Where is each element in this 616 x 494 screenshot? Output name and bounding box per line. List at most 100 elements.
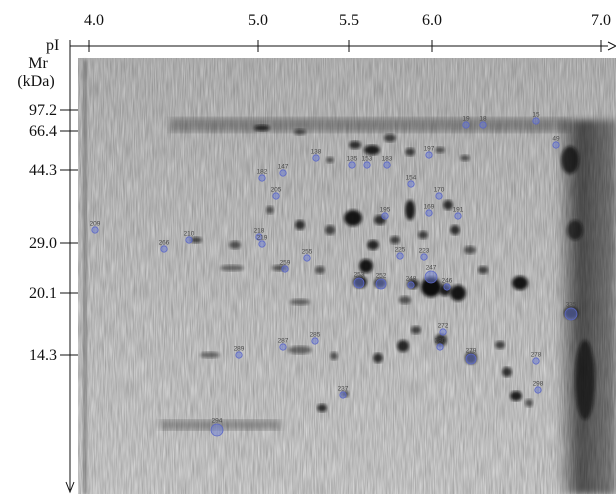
spot-label: 266	[159, 239, 170, 246]
spot-marker	[439, 328, 447, 336]
gel-spot	[512, 276, 528, 290]
spot-label: 218	[254, 227, 265, 234]
gel-spot	[443, 200, 453, 210]
gel-spot	[411, 326, 421, 334]
spot-marker	[160, 245, 168, 253]
gel-spot	[460, 155, 470, 161]
spot-label: 335	[566, 302, 577, 309]
spot-marker	[425, 151, 433, 159]
spot-marker	[272, 192, 280, 200]
spot-label: 169	[424, 203, 435, 210]
y-tick-label: 14.3	[29, 347, 57, 364]
gel-spot	[330, 352, 338, 360]
spot-label: 135	[347, 155, 358, 162]
gel-spot	[290, 299, 310, 305]
y-tick-label: 66.4	[29, 123, 57, 140]
spot-label: 147	[278, 163, 289, 170]
x-tick-label: 4.0	[84, 12, 104, 29]
spot-marker	[462, 121, 470, 129]
gel-edge-band	[556, 120, 616, 494]
gel-spot	[567, 220, 583, 240]
gel-spot	[315, 266, 325, 274]
spot-marker	[353, 277, 365, 289]
spot-marker	[454, 212, 462, 220]
spot-marker	[396, 252, 404, 260]
spot-label: 138	[311, 148, 322, 155]
gel-spot	[190, 237, 202, 243]
mr-axis: Mr (kDa)	[17, 40, 75, 494]
spot-marker	[303, 254, 311, 262]
gel-spot	[421, 277, 441, 297]
gel-spot	[435, 147, 445, 153]
spot-marker	[532, 117, 540, 125]
spot-label: 182	[257, 168, 268, 175]
x-tick-label: 5.0	[248, 12, 268, 29]
spot-label: 298	[533, 380, 544, 387]
gel-spot	[220, 265, 244, 271]
spot-label: 247	[426, 265, 437, 272]
gel-spot	[405, 148, 415, 156]
spot-label: 248	[406, 275, 417, 282]
gel-spot	[349, 141, 361, 149]
spot-marker	[339, 391, 347, 399]
spot-label: 246	[442, 277, 453, 284]
y-tick-label: 97.2	[29, 102, 57, 119]
spot-marker	[435, 192, 443, 200]
spot-marker	[436, 343, 444, 351]
spot-label: 170	[434, 186, 445, 193]
gel-spot	[525, 399, 533, 407]
gel-spot	[502, 367, 512, 377]
spot-label: 285	[310, 331, 321, 338]
spot-marker	[381, 212, 389, 220]
spot-marker	[383, 161, 391, 169]
gel-spot	[418, 231, 428, 239]
spot-marker	[532, 357, 540, 365]
gel-spot	[561, 146, 579, 174]
spot-label: 183	[382, 155, 393, 162]
spot-marker	[255, 233, 263, 241]
gel-spot	[254, 125, 270, 131]
spot-label: 225	[395, 246, 406, 253]
spot-marker	[552, 141, 560, 149]
spot-marker	[279, 169, 287, 177]
spot-label: 154	[406, 174, 417, 181]
spot-marker	[425, 209, 433, 217]
y-axis-label: (kDa)	[17, 73, 54, 90]
y-tick-label: 29.0	[29, 235, 57, 252]
spot-label: 205	[271, 186, 282, 193]
gel-spots	[190, 125, 595, 420]
spot-label: 287	[278, 337, 289, 344]
gel-spot	[450, 225, 460, 235]
spot-label: 279	[466, 348, 477, 355]
ticks: 4.0 5.0 5.5 6.0 7.0 97.2 66.4 44.3 29.0 20.1 14.3	[29, 12, 611, 364]
gel-spot	[478, 266, 488, 274]
spot-marker	[311, 337, 319, 345]
spot-label: 197	[424, 145, 435, 152]
gel-spot	[510, 391, 522, 401]
spot-label: 255	[302, 248, 313, 255]
gel-spot	[575, 340, 595, 420]
spot-label: 237	[338, 385, 349, 392]
spot-label: 49	[552, 135, 560, 142]
gel-spot	[435, 334, 447, 346]
gel-spot	[359, 259, 373, 273]
spot-label: 18	[479, 115, 487, 122]
gel-spot	[295, 220, 305, 230]
spot-label: 289	[234, 345, 245, 352]
spot-label: 19	[462, 115, 470, 122]
spot-marker	[407, 180, 415, 188]
spot-label: 195	[380, 206, 391, 213]
gel-edge-streak	[83, 60, 87, 494]
spot-marker	[375, 278, 387, 290]
spot-marker	[443, 283, 451, 291]
spot-label: 209	[90, 220, 101, 227]
spot-marker	[424, 270, 438, 284]
gel-spot	[326, 157, 334, 163]
spot-label: 253	[354, 272, 365, 279]
spot-label: 294	[212, 418, 223, 425]
gel-spot	[464, 246, 476, 254]
gel-spot	[405, 200, 415, 220]
gel-spot	[384, 134, 396, 142]
